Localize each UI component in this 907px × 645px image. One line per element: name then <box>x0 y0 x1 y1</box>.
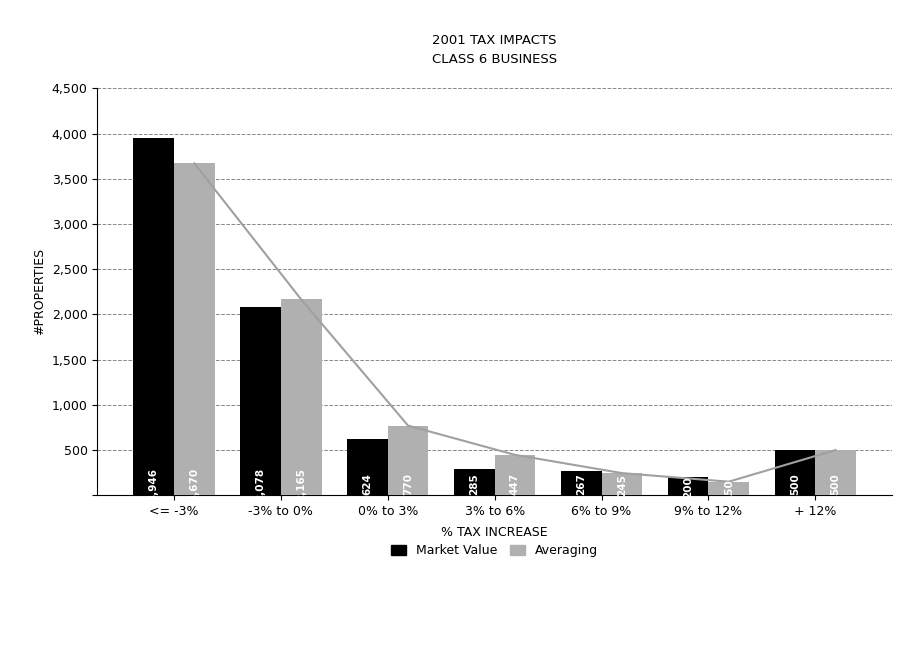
X-axis label: % TAX INCREASE: % TAX INCREASE <box>442 526 548 539</box>
Title: 2001 TAX IMPACTS
CLASS 6 BUSINESS: 2001 TAX IMPACTS CLASS 6 BUSINESS <box>432 34 557 66</box>
Bar <box>494 455 535 495</box>
Text: 2,078: 2,078 <box>256 468 266 501</box>
Bar <box>708 482 749 495</box>
Bar <box>388 426 428 495</box>
Bar <box>454 470 494 495</box>
Bar <box>775 450 815 495</box>
Legend: Market Value, Averaging: Market Value, Averaging <box>386 539 603 562</box>
Bar <box>281 299 321 495</box>
Text: 267: 267 <box>576 473 586 495</box>
Text: 3,946: 3,946 <box>149 468 159 501</box>
Bar <box>668 477 708 495</box>
Bar <box>240 308 281 495</box>
Bar <box>815 450 856 495</box>
Text: 245: 245 <box>617 474 627 496</box>
Text: 624: 624 <box>363 473 373 495</box>
Text: 3,670: 3,670 <box>190 468 200 501</box>
Text: 500: 500 <box>831 473 841 495</box>
Bar <box>347 439 388 495</box>
Text: 447: 447 <box>510 473 520 495</box>
Text: 200: 200 <box>683 476 693 498</box>
Bar <box>561 471 601 495</box>
Bar <box>133 139 174 495</box>
Bar <box>174 163 215 495</box>
Bar <box>601 473 642 495</box>
Text: 500: 500 <box>790 473 800 495</box>
Text: 2,165: 2,165 <box>297 468 307 501</box>
Text: 770: 770 <box>403 473 413 495</box>
Y-axis label: #PROPERTIES: #PROPERTIES <box>34 248 46 335</box>
Text: 150: 150 <box>724 479 734 500</box>
Text: 285: 285 <box>469 473 479 495</box>
